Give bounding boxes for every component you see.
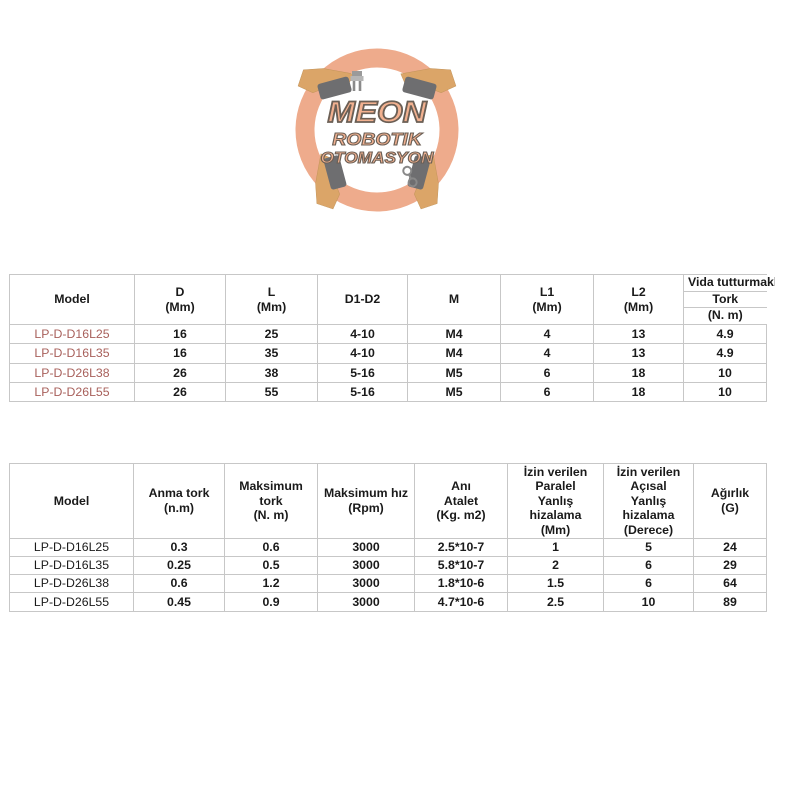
svg-text:ROBOTIK: ROBOTIK <box>332 129 423 149</box>
svg-text:OTOMASYON: OTOMASYON <box>321 149 435 167</box>
svg-text:MEON: MEON <box>328 94 428 128</box>
